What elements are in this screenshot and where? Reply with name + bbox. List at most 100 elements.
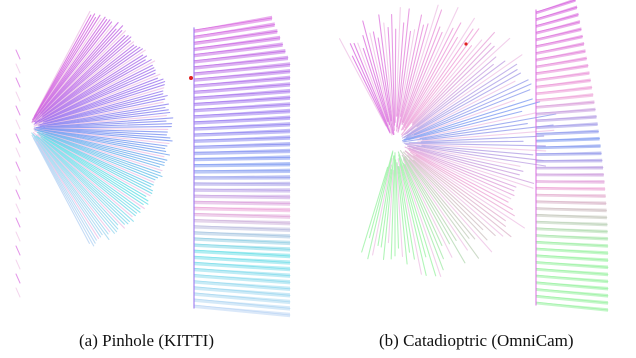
ray-ribbon	[536, 221, 608, 227]
ray-line	[368, 150, 394, 239]
ray-line	[395, 7, 401, 117]
ray-edge	[535, 65, 589, 74]
ray-line	[401, 154, 466, 264]
ray-edge	[193, 77, 291, 86]
ray-ribbon	[194, 256, 290, 265]
ray-line	[407, 145, 520, 176]
ray-edge	[193, 267, 291, 277]
ray-rim	[15, 105, 21, 116]
ray-edge	[535, 180, 605, 183]
ray-edge	[193, 206, 291, 211]
ray-line	[33, 136, 103, 236]
ray-line	[372, 158, 393, 256]
ray-edge	[535, 72, 590, 80]
ray-line	[36, 136, 125, 225]
ray-edge	[535, 123, 598, 128]
ray-line	[412, 147, 535, 184]
ray-edge	[535, 240, 609, 247]
ray-line	[34, 30, 126, 122]
ray-ribbon	[536, 275, 608, 284]
ray-line	[35, 135, 119, 226]
ray-edge	[193, 176, 291, 178]
ray-line	[398, 157, 427, 258]
ray-edge	[193, 150, 291, 153]
ray-line	[37, 133, 151, 197]
ray-line	[415, 154, 513, 210]
ray-edge	[535, 220, 608, 226]
ray-line	[411, 54, 523, 132]
ray-line	[33, 137, 96, 244]
ray-rim	[15, 77, 21, 88]
ray-line	[34, 129, 165, 164]
ray-line	[43, 138, 144, 205]
ray-line	[41, 34, 126, 115]
ray-line	[43, 139, 138, 214]
ray-line	[404, 28, 474, 129]
ray-ribbon	[194, 280, 290, 291]
ray-line	[398, 165, 415, 260]
ray-rim	[15, 119, 21, 130]
ray-ribbon	[536, 207, 607, 213]
ray-line	[36, 131, 154, 186]
ray-edge	[193, 143, 291, 147]
ray-line	[37, 132, 153, 192]
ray-line	[42, 44, 135, 117]
ray-line	[408, 140, 524, 144]
ray-line	[403, 28, 480, 131]
ray-line	[45, 127, 169, 130]
ray-edge	[193, 298, 291, 309]
ray-line	[404, 146, 515, 192]
ray-rim	[15, 161, 21, 172]
ray-line	[40, 49, 146, 121]
ray-line	[412, 31, 495, 124]
ray-edge	[193, 243, 291, 250]
ray-line	[398, 154, 437, 277]
ray-edge	[193, 280, 291, 290]
ray-edge	[535, 6, 578, 20]
ray-edge	[193, 70, 291, 80]
ray-line	[33, 55, 148, 125]
ray-edge	[193, 37, 281, 49]
ray-line	[40, 59, 152, 122]
ray-ribbon	[536, 288, 608, 298]
ray-rim	[15, 245, 21, 256]
ray-line	[38, 69, 156, 124]
ray-edge	[193, 261, 291, 270]
ray-line	[33, 14, 101, 119]
ray-line	[402, 7, 459, 126]
ray-edge	[535, 87, 593, 94]
ray-line	[37, 117, 174, 128]
ray-ribbon	[194, 268, 290, 278]
ray-line	[402, 36, 458, 130]
ray-ribbon	[194, 286, 290, 298]
ray-line	[37, 129, 167, 152]
ray-edge	[193, 218, 291, 224]
ray-edge	[535, 138, 600, 141]
ray-edge	[193, 225, 291, 231]
ray-ribbon	[194, 243, 290, 252]
ray-edge	[535, 267, 609, 275]
ray-line	[397, 24, 425, 129]
ray-ribbon	[194, 225, 290, 232]
ray-edge	[535, 288, 609, 297]
ray-rim	[15, 175, 21, 186]
ray-edge	[535, 130, 599, 134]
ray-edge	[193, 237, 291, 244]
ray-line	[380, 169, 393, 248]
ray-edge	[193, 194, 291, 198]
ray-ribbon	[194, 292, 290, 305]
ray-edge	[193, 231, 291, 237]
ray-line	[401, 26, 441, 126]
ray-line	[402, 153, 468, 251]
ray-line	[38, 139, 125, 229]
ray-ribbon	[194, 213, 290, 219]
ray-line	[402, 165, 442, 277]
ray-ribbon	[536, 302, 608, 312]
origin-marker	[189, 76, 193, 80]
ray-line	[32, 14, 92, 121]
ray-ribbon	[536, 295, 608, 305]
ray-line	[411, 99, 515, 138]
ray-line	[413, 159, 496, 237]
ray-ribbon	[536, 0, 576, 15]
